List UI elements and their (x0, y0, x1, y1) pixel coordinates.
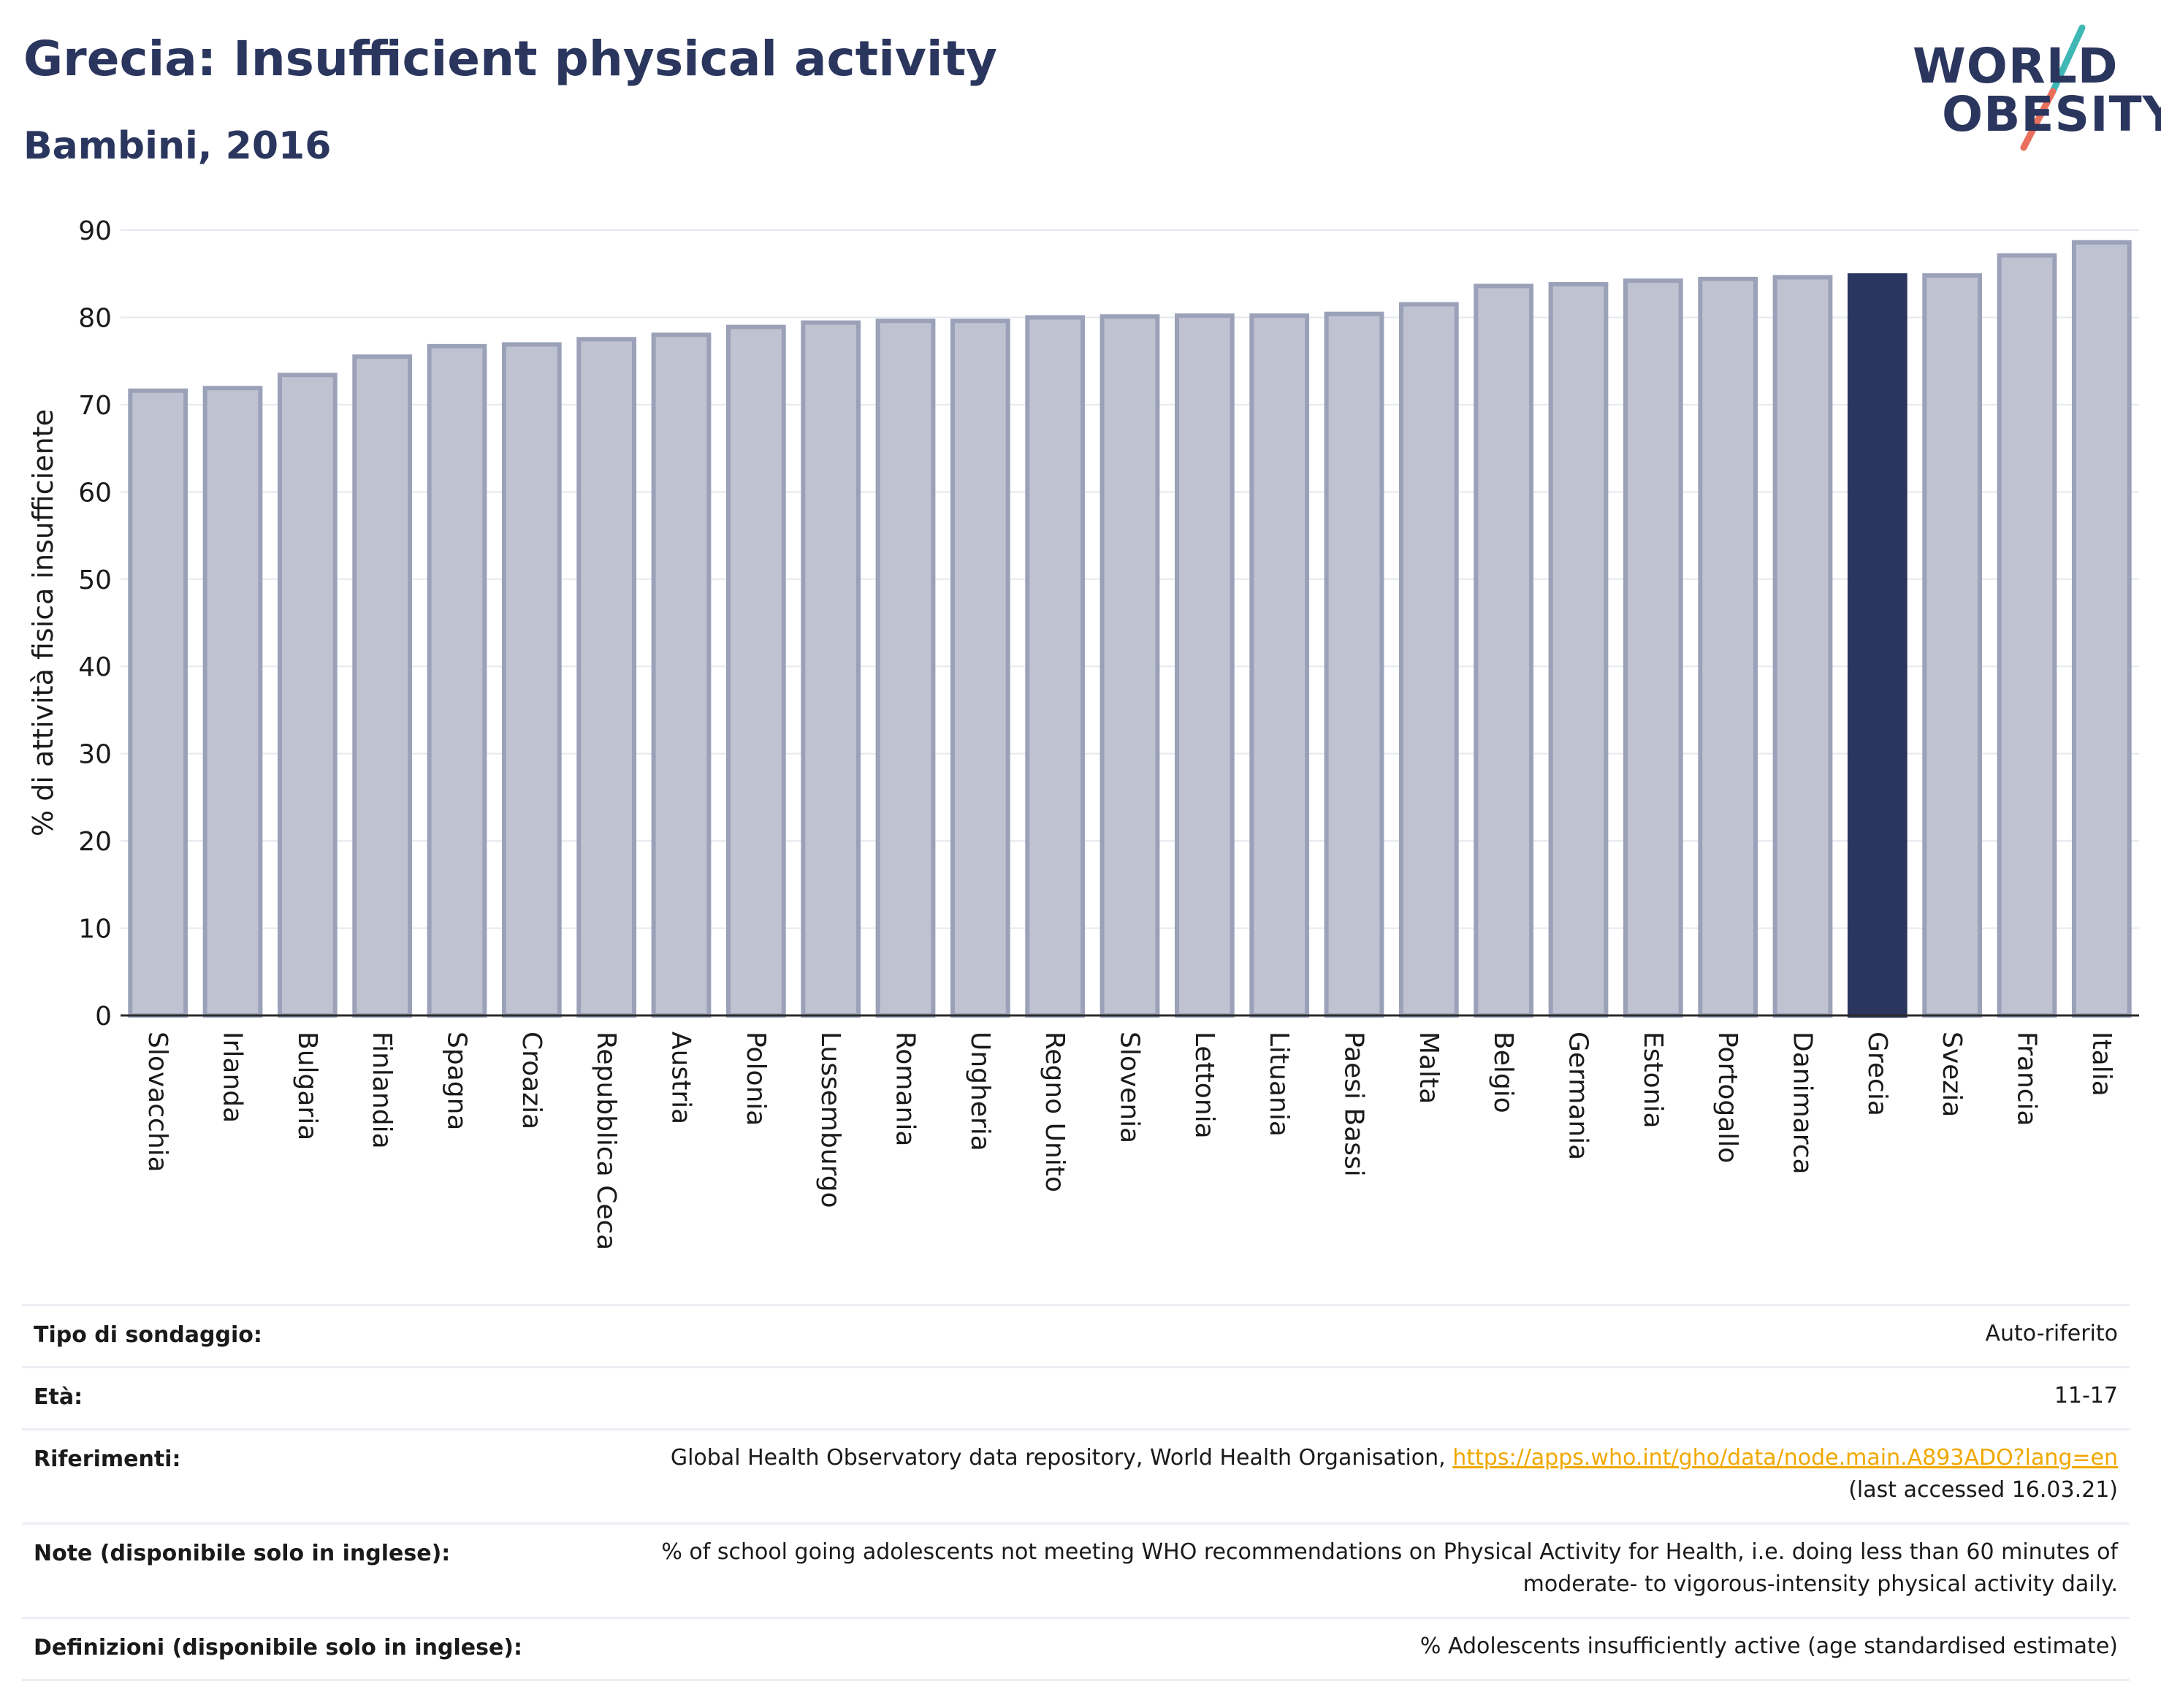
info-value: % Adolescents insufficiently active (age… (1419, 1633, 2118, 1659)
x-tick-label: Finlandia (367, 1032, 397, 1149)
bar (950, 319, 1010, 1018)
info-label: Tipo di sondaggio: (34, 1322, 262, 1348)
bar (1249, 313, 1310, 1018)
bar (1324, 311, 1384, 1018)
info-value: 11-17 (2054, 1383, 2118, 1408)
info-table: Tipo di sondaggio: Auto-riferito Età: 11… (22, 1304, 2130, 1681)
bar (801, 320, 861, 1018)
bar (202, 386, 263, 1018)
bar (427, 343, 487, 1018)
y-tick-label: 80 (78, 303, 112, 333)
bar (1398, 302, 1459, 1018)
bar (1922, 273, 1983, 1018)
bar (1698, 276, 1758, 1018)
x-tick-label: Portogallo (1712, 1032, 1742, 1163)
x-tick-label: Lussemburgo (815, 1032, 845, 1208)
page-subtitle: Bambini, 2016 (23, 124, 332, 168)
logo-slash-icon (2020, 24, 2086, 151)
bar (875, 319, 936, 1018)
info-label: Definizioni (disponibile solo in inglese… (34, 1635, 522, 1661)
reference-text: Global Health Observatory data repositor… (670, 1445, 1446, 1471)
x-tick-label: Polonia (741, 1032, 771, 1126)
bar (128, 388, 188, 1018)
reference-accessed: (last accessed 16.03.21) (1848, 1477, 2118, 1503)
bar (651, 332, 712, 1018)
bar (501, 342, 562, 1018)
note-line-2: moderate- to vigorous-intensity physical… (1522, 1571, 2118, 1597)
x-tick-label: Danimarca (1788, 1032, 1818, 1175)
x-tick-label: Paesi Bassi (1339, 1032, 1369, 1177)
page-title: Grecia: Insufficient physical activity (23, 31, 998, 87)
logo-text-world: WORLD (1913, 38, 2119, 94)
info-label: Note (disponibile solo in inglese): (34, 1541, 451, 1566)
bar (1847, 273, 1907, 1018)
info-value: Global Health Observatory data repositor… (671, 1442, 2118, 1506)
y-axis-label: % di attività fisica insufficiente (27, 409, 59, 836)
info-row-age: Età: 11-17 (22, 1366, 2130, 1428)
x-tick-label: Slovacchia (142, 1032, 172, 1173)
info-label: Riferimenti: (34, 1446, 181, 1472)
y-tick-label: 70 (78, 391, 112, 421)
x-tick-label: Lituania (1264, 1032, 1294, 1137)
x-tick-label: Romania (891, 1032, 921, 1146)
y-tick-label: 40 (78, 652, 112, 682)
x-tick-label: Svezia (1937, 1032, 1967, 1117)
x-tick-label: Austria (666, 1032, 696, 1124)
x-tick-label: Belgio (1488, 1032, 1518, 1113)
reference-link[interactable]: https://apps.who.int/gho/data/node.main.… (1452, 1445, 2118, 1471)
y-tick-label: 90 (78, 216, 112, 246)
y-tick-label: 50 (78, 565, 112, 595)
bar (1623, 278, 1683, 1018)
x-tick-label: Irlanda (218, 1032, 248, 1123)
bar (1474, 283, 1534, 1018)
bar (1772, 275, 1833, 1018)
x-tick-label: Germania (1563, 1032, 1593, 1160)
bar (277, 373, 338, 1018)
y-tick-label: 60 (78, 478, 112, 508)
info-value: % of school going adolescents not meetin… (661, 1536, 2118, 1601)
y-tick-label: 20 (78, 827, 112, 857)
bar (1174, 313, 1235, 1018)
x-tick-label: Malta (1414, 1032, 1444, 1104)
x-tick-label: Francia (2012, 1032, 2042, 1126)
x-tick-label: Grecia (1862, 1032, 1892, 1116)
info-label: Età: (34, 1384, 83, 1410)
x-tick-label: Lettonia (1189, 1032, 1219, 1139)
info-value: Auto-riferito (1985, 1321, 2118, 1346)
x-tick-label: Croazia (517, 1032, 546, 1129)
bar (576, 337, 637, 1018)
y-tick-label: 0 (95, 1002, 112, 1032)
info-row-survey-type: Tipo di sondaggio: Auto-riferito (22, 1304, 2130, 1366)
bar (2071, 240, 2132, 1018)
y-tick-label: 10 (78, 915, 112, 945)
world-obesity-logo: WORLD OBESITY (1899, 22, 2161, 153)
x-tick-label: Estonia (1638, 1032, 1668, 1129)
bar (1997, 253, 2057, 1018)
bar (352, 354, 413, 1018)
x-tick-label: Bulgaria (292, 1032, 322, 1140)
info-row-notes: Note (disponibile solo in inglese): % of… (22, 1522, 2130, 1617)
bar (725, 324, 786, 1018)
info-row-references: Riferimenti: Global Health Observatory d… (22, 1428, 2130, 1522)
x-tick-label: Slovenia (1115, 1032, 1145, 1143)
logo-text-obesity: OBESITY (1942, 86, 2161, 142)
bar (1099, 314, 1160, 1018)
bar-chart: 0 10 20 30 40 50 60 70 80 90 % di attività fisica … (27, 216, 2139, 1250)
note-line-1: % of school going adolescents not meetin… (661, 1539, 2118, 1565)
x-tick-label: Regno Unito (1040, 1032, 1070, 1192)
x-tick-label: Spagna (442, 1032, 472, 1131)
x-tick-label: Ungheria (965, 1032, 995, 1151)
y-tick-label: 30 (78, 740, 112, 770)
bar (1025, 315, 1086, 1018)
x-tick-label: Repubblica Ceca (591, 1032, 621, 1250)
bar (1548, 282, 1609, 1018)
x-tick-label: Italia (2086, 1032, 2116, 1097)
info-row-definitions: Definizioni (disponibile solo in inglese… (22, 1617, 2130, 1681)
